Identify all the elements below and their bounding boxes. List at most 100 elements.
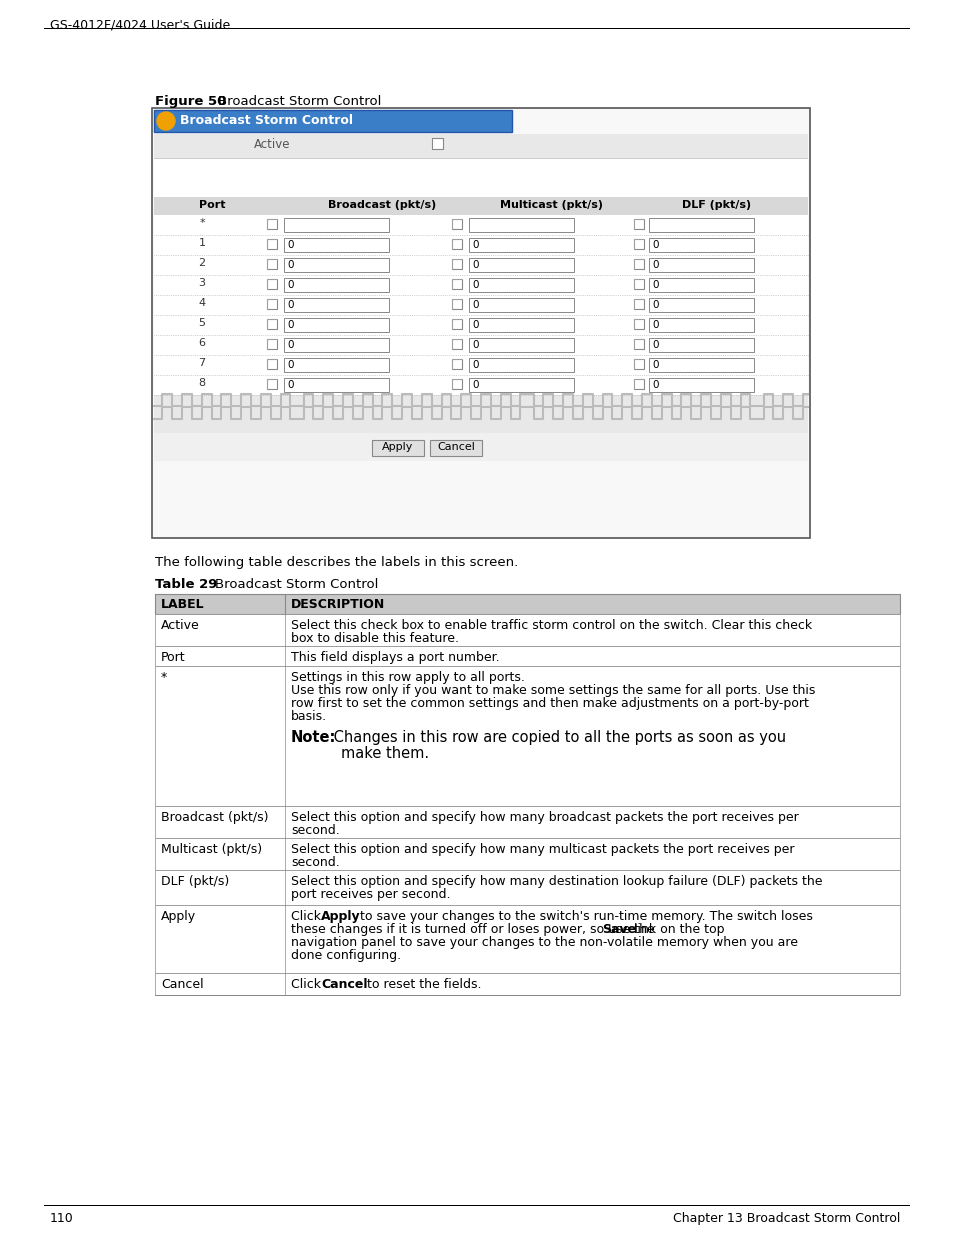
Text: done configuring.: done configuring.	[291, 948, 400, 962]
Bar	[153, 335, 807, 354]
Text: these changes if it is turned off or loses power, so use the: these changes if it is turned off or los…	[291, 923, 659, 936]
Text: Broadcast Storm Control: Broadcast Storm Control	[180, 114, 353, 127]
Bar	[634, 240, 643, 249]
Text: Broadcast (pkt/s): Broadcast (pkt/s)	[328, 200, 436, 210]
Text: Cancel: Cancel	[320, 978, 367, 990]
Bar	[648, 317, 753, 332]
Text: 0: 0	[651, 300, 658, 310]
Bar	[648, 338, 753, 352]
Bar	[153, 295, 807, 315]
Text: Select this option and specify how many destination lookup failure (DLF) packets: Select this option and specify how many …	[291, 876, 821, 888]
Bar	[648, 298, 753, 312]
Text: DESCRIPTION: DESCRIPTION	[291, 598, 385, 611]
Text: 0: 0	[651, 340, 658, 350]
Bar	[648, 258, 753, 272]
Bar	[153, 135, 807, 154]
Text: Click: Click	[291, 978, 325, 990]
Text: Active: Active	[253, 138, 290, 151]
Bar	[284, 278, 389, 291]
Bar	[634, 299, 643, 309]
Text: Port: Port	[198, 200, 225, 210]
Text: 0: 0	[651, 380, 658, 390]
Bar	[634, 379, 643, 389]
Text: 0: 0	[472, 320, 478, 330]
Circle shape	[157, 112, 174, 130]
Text: second.: second.	[291, 856, 339, 869]
Bar	[469, 338, 574, 352]
Text: basis.: basis.	[291, 710, 327, 722]
Bar	[284, 317, 389, 332]
Text: 0: 0	[651, 320, 658, 330]
Text: 0: 0	[287, 340, 294, 350]
Text: link on the top: link on the top	[629, 923, 724, 936]
Text: 0: 0	[651, 240, 658, 249]
Text: Changes in this row are copied to all the ports as soon as you: Changes in this row are copied to all th…	[329, 730, 785, 745]
Text: Cancel: Cancel	[436, 442, 475, 452]
Text: Save: Save	[601, 923, 636, 936]
Text: 0: 0	[472, 240, 478, 249]
Bar	[153, 354, 807, 375]
Text: 6: 6	[198, 338, 205, 348]
Bar	[452, 338, 461, 350]
Text: navigation panel to save your changes to the non-volatile memory when you are: navigation panel to save your changes to…	[291, 936, 797, 948]
Bar	[267, 379, 276, 389]
Bar	[452, 219, 461, 228]
Bar	[284, 378, 389, 391]
Bar	[153, 198, 807, 215]
Text: to save your changes to the switch's run-time memory. The switch loses: to save your changes to the switch's run…	[355, 910, 812, 923]
Text: port receives per second.: port receives per second.	[291, 888, 450, 902]
Bar	[284, 298, 389, 312]
Text: Active: Active	[161, 619, 199, 632]
Text: Table 29: Table 29	[154, 578, 217, 592]
Bar	[152, 107, 809, 538]
Bar	[153, 110, 512, 132]
Text: Settings in this row apply to all ports.: Settings in this row apply to all ports.	[291, 671, 524, 684]
Text: 1: 1	[198, 238, 205, 248]
Bar	[634, 259, 643, 269]
Bar	[267, 279, 276, 289]
Text: *: *	[161, 671, 167, 684]
Text: 0: 0	[287, 280, 294, 290]
Bar	[154, 905, 899, 973]
Bar	[154, 973, 899, 995]
Bar	[634, 359, 643, 369]
Text: Note:: Note:	[291, 730, 336, 745]
Bar	[267, 359, 276, 369]
Text: Broadcast (pkt/s): Broadcast (pkt/s)	[161, 811, 268, 824]
Text: row first to set the common settings and then make adjustments on a port-by-port: row first to set the common settings and…	[291, 697, 808, 710]
Text: Select this option and specify how many multicast packets the port receives per: Select this option and specify how many …	[291, 844, 794, 856]
Bar	[469, 298, 574, 312]
Text: 0: 0	[651, 359, 658, 370]
Text: 110: 110	[50, 1212, 73, 1225]
Text: 0: 0	[287, 300, 294, 310]
Text: DLF (pkt/s): DLF (pkt/s)	[161, 876, 229, 888]
Bar	[267, 259, 276, 269]
Bar	[634, 338, 643, 350]
Text: Apply: Apply	[382, 442, 414, 452]
Bar	[267, 319, 276, 329]
Bar	[153, 395, 807, 430]
Text: GS-4012F/4024 User's Guide: GS-4012F/4024 User's Guide	[50, 19, 230, 31]
Bar	[469, 317, 574, 332]
Bar	[452, 299, 461, 309]
Bar	[154, 594, 899, 614]
Text: to reset the fields.: to reset the fields.	[363, 978, 481, 990]
Text: Select this check box to enable traffic storm control on the switch. Clear this : Select this check box to enable traffic …	[291, 619, 811, 632]
Bar	[154, 646, 899, 666]
Bar	[648, 378, 753, 391]
Bar	[634, 219, 643, 228]
Text: Broadcast Storm Control: Broadcast Storm Control	[214, 578, 378, 592]
Bar	[153, 154, 807, 158]
Bar	[153, 430, 807, 433]
Bar	[154, 839, 899, 869]
Bar	[153, 275, 807, 295]
Text: 0: 0	[472, 340, 478, 350]
Bar	[267, 338, 276, 350]
Text: Apply: Apply	[161, 910, 196, 923]
Bar	[284, 258, 389, 272]
Text: 0: 0	[472, 380, 478, 390]
Text: Click: Click	[291, 910, 325, 923]
Bar	[648, 219, 753, 232]
Text: Chapter 13 Broadcast Storm Control: Chapter 13 Broadcast Storm Control	[672, 1212, 899, 1225]
Text: 0: 0	[472, 280, 478, 290]
